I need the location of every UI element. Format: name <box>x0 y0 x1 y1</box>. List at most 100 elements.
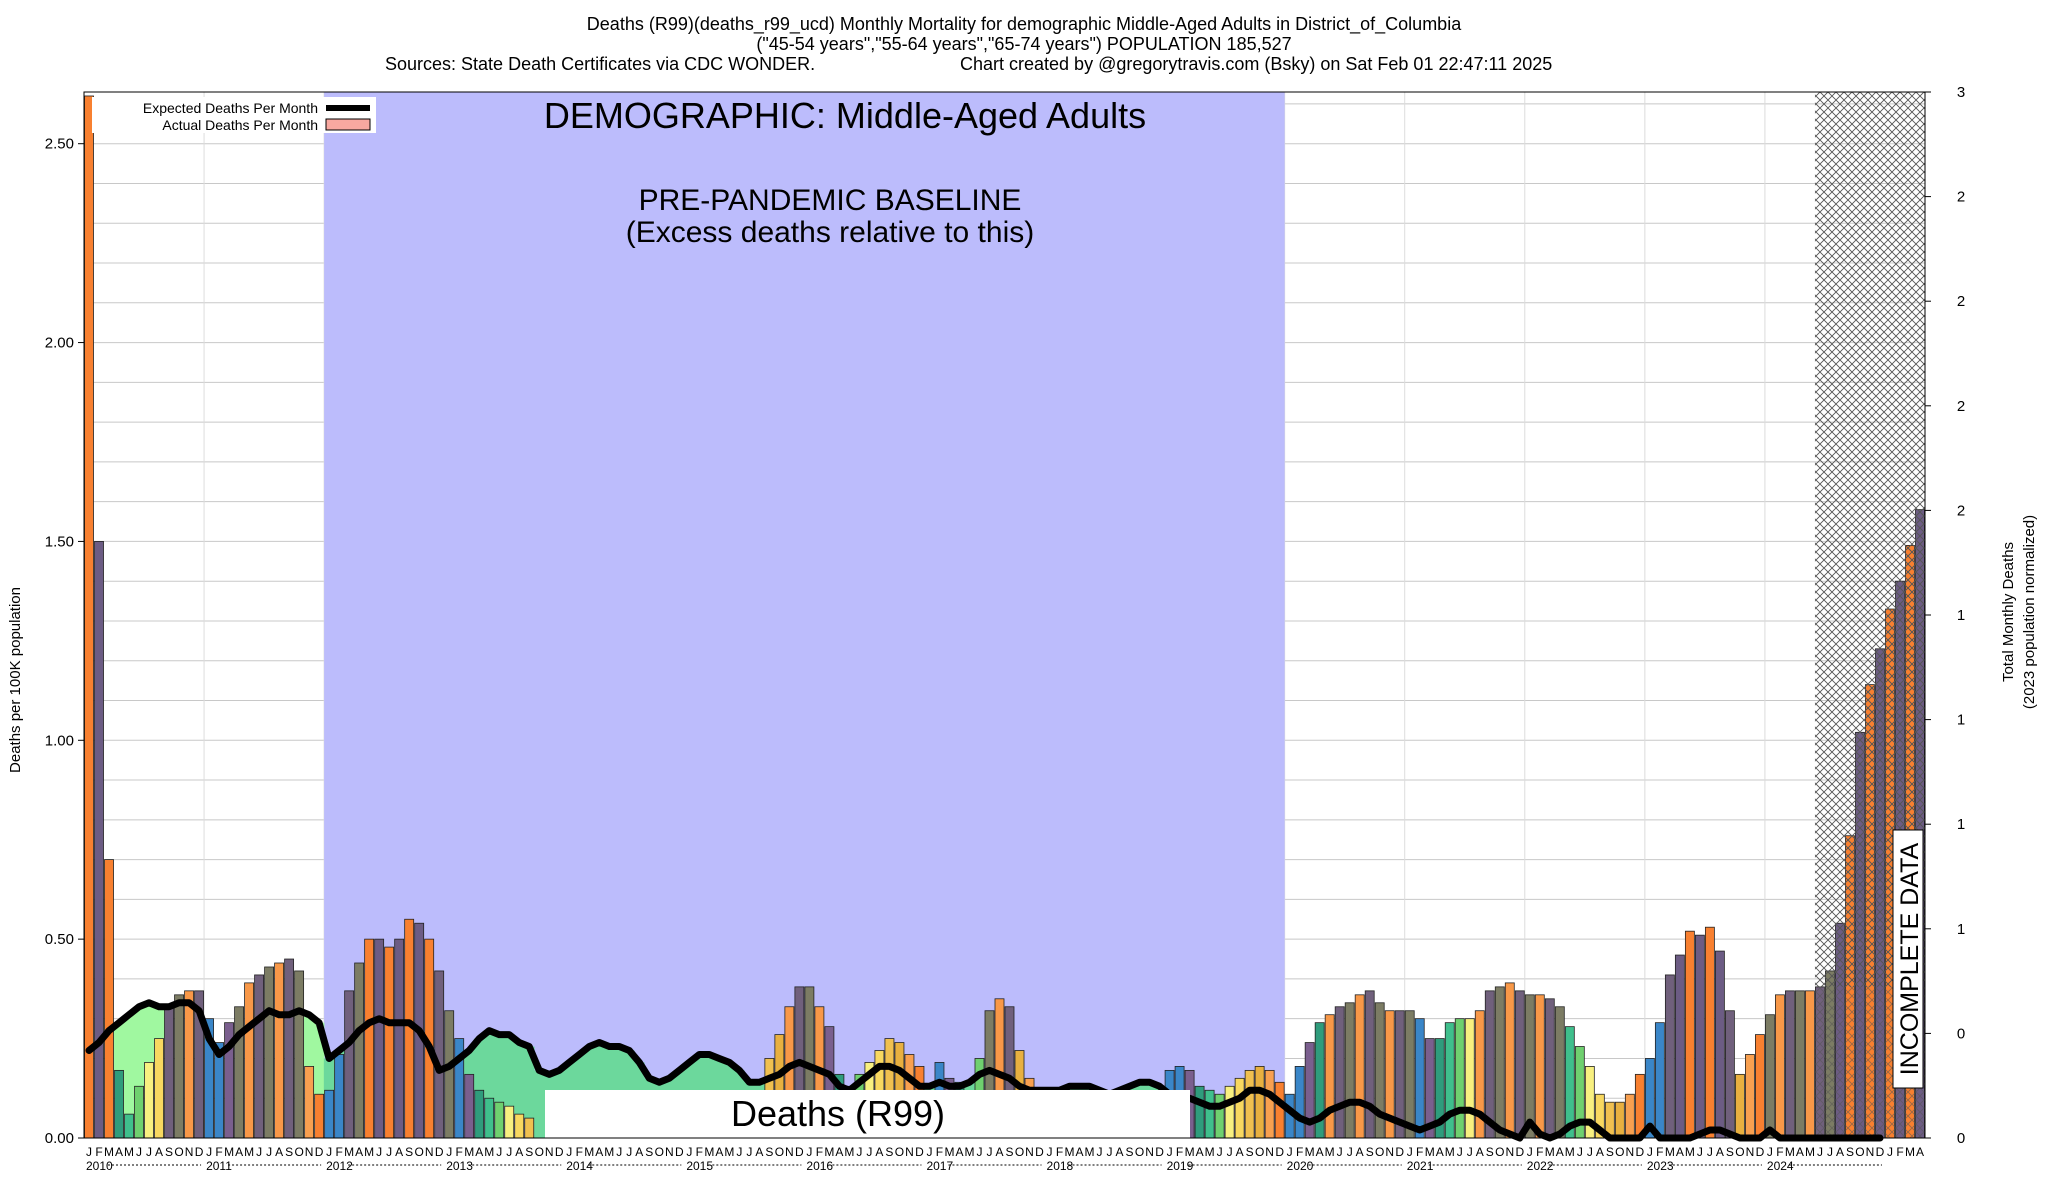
x-tick-month: F <box>696 1145 703 1159</box>
x-tick-month: F <box>456 1145 463 1159</box>
x-tick-month: N <box>1145 1145 1154 1159</box>
x-tick-month: S <box>285 1145 293 1159</box>
x-tick-month: J <box>446 1145 452 1159</box>
x-tick-month: J <box>866 1145 872 1159</box>
actual-deaths-bar <box>174 994 184 1139</box>
actual-deaths-bar <box>1734 1073 1745 1139</box>
x-tick-month: A <box>475 1145 483 1159</box>
actual-deaths-bar <box>1724 1010 1735 1139</box>
x-tick-month: M <box>1785 1145 1795 1159</box>
y-tick-label-left: 2.00 <box>45 335 74 352</box>
x-tick-month: S <box>1005 1145 1013 1159</box>
x-tick-month: J <box>1647 1145 1653 1159</box>
deficit-fill <box>143 1002 155 1063</box>
x-tick-month: F <box>1056 1145 1063 1159</box>
x-tick-month: S <box>1726 1145 1734 1159</box>
actual-deaths-bar <box>264 966 275 1139</box>
y-tick-label-right: 2 <box>1957 189 1965 206</box>
actual-deaths-bar <box>384 946 395 1139</box>
x-tick-month: N <box>665 1145 674 1159</box>
actual-deaths-bar <box>334 1054 345 1139</box>
x-tick-year: 2021 <box>1407 1159 1434 1173</box>
x-tick-month: S <box>1246 1145 1254 1159</box>
x-tick-month: O <box>1735 1145 1744 1159</box>
annotations: DEMOGRAPHIC: Middle-Aged Adults PRE-PANDE… <box>544 95 1924 1138</box>
x-tick-year: 2024 <box>1767 1159 1794 1173</box>
actual-deaths-bar <box>354 962 365 1139</box>
x-tick-year: 2013 <box>446 1159 473 1173</box>
deficit-fill <box>483 1030 495 1099</box>
deficit-fill <box>503 1034 515 1107</box>
x-tick-month: J <box>1577 1145 1583 1159</box>
actual-deaths-bar <box>324 1089 335 1139</box>
x-tick-month: D <box>1636 1145 1645 1159</box>
x-tick-month: F <box>1416 1145 1423 1159</box>
x-tick-month: M <box>1325 1145 1335 1159</box>
actual-deaths-bar <box>1354 994 1365 1139</box>
x-tick-month: M <box>1545 1145 1555 1159</box>
incomplete-bar-hatch <box>1875 648 1885 1138</box>
x-tick-month: J <box>856 1145 862 1159</box>
x-tick-month: J <box>496 1145 502 1159</box>
legend-expected-label: Expected Deaths Per Month <box>143 100 318 116</box>
actual-deaths-bar <box>1254 1066 1265 1139</box>
x-tick-month: S <box>765 1145 773 1159</box>
x-tick-month: J <box>146 1145 152 1159</box>
x-tick-month: F <box>1776 1145 1783 1159</box>
actual-deaths-bar <box>1504 982 1515 1139</box>
x-tick-month: J <box>266 1145 272 1159</box>
x-tick-month: J <box>1817 1145 1823 1159</box>
actual-deaths-bar <box>1614 1101 1625 1139</box>
x-tick-month: D <box>1035 1145 1044 1159</box>
x-tick-month: A <box>1316 1145 1324 1159</box>
x-tick-month: M <box>1665 1145 1675 1159</box>
deficit-fill <box>113 1022 125 1071</box>
x-tick-month: J <box>736 1145 742 1159</box>
x-tick-month: M <box>1305 1145 1315 1159</box>
x-tick-month: F <box>1896 1145 1903 1159</box>
x-tick-month: O <box>1495 1145 1504 1159</box>
x-tick-month: M <box>1065 1145 1075 1159</box>
x-tick-year: 2019 <box>1167 1159 1194 1173</box>
deficit-fill <box>533 1070 545 1138</box>
x-tick-year: 2022 <box>1527 1159 1554 1173</box>
y-tick-label-left: 0.50 <box>45 931 74 948</box>
annotation-baseline-note: (Excess deaths relative to this) <box>626 216 1035 249</box>
actual-deaths-bar <box>1514 990 1525 1139</box>
actual-deaths-bar <box>1244 1069 1255 1139</box>
actual-deaths-bar <box>1344 1002 1355 1139</box>
actual-deaths-bar <box>84 95 94 1139</box>
x-tick-month: A <box>1236 1145 1244 1159</box>
actual-deaths-bar <box>1795 990 1805 1139</box>
y-tick-label-left: 0.00 <box>45 1130 74 1147</box>
x-tick-month: J <box>986 1145 992 1159</box>
x-tick-month: N <box>1505 1145 1514 1159</box>
actual-deaths-bar <box>1294 1066 1305 1139</box>
x-tick-month: M <box>244 1145 254 1159</box>
x-tick-month: J <box>1407 1145 1413 1159</box>
x-tick-month: A <box>1676 1145 1684 1159</box>
x-tick-month: O <box>415 1145 424 1159</box>
y-tick-label-left: 1.00 <box>45 732 74 749</box>
actual-deaths-bar <box>244 982 254 1139</box>
deficit-fill <box>153 1006 165 1039</box>
x-tick-month: S <box>525 1145 533 1159</box>
actual-deaths-bar <box>154 1038 164 1139</box>
x-tick-month: S <box>1606 1145 1614 1159</box>
x-tick-year: 2016 <box>806 1159 833 1173</box>
actual-deaths-bar <box>1234 1077 1245 1139</box>
x-tick-month: A <box>995 1145 1003 1159</box>
x-tick-month: O <box>1375 1145 1384 1159</box>
actual-deaths-bar <box>1524 994 1535 1139</box>
actual-deaths-bar <box>1634 1073 1645 1139</box>
actual-deaths-bar <box>144 1062 154 1139</box>
deficit-fill <box>463 1050 475 1075</box>
actual-deaths-bar <box>1334 1006 1345 1139</box>
y-axis-right-label-2: (2023 population normalized) <box>2021 515 2038 709</box>
actual-deaths-bar <box>464 1073 475 1139</box>
baseline-shaded-region <box>324 92 1285 1138</box>
actual-deaths-bar <box>314 1093 325 1139</box>
annotation-baseline-title: PRE-PANDEMIC BASELINE <box>639 184 1022 217</box>
